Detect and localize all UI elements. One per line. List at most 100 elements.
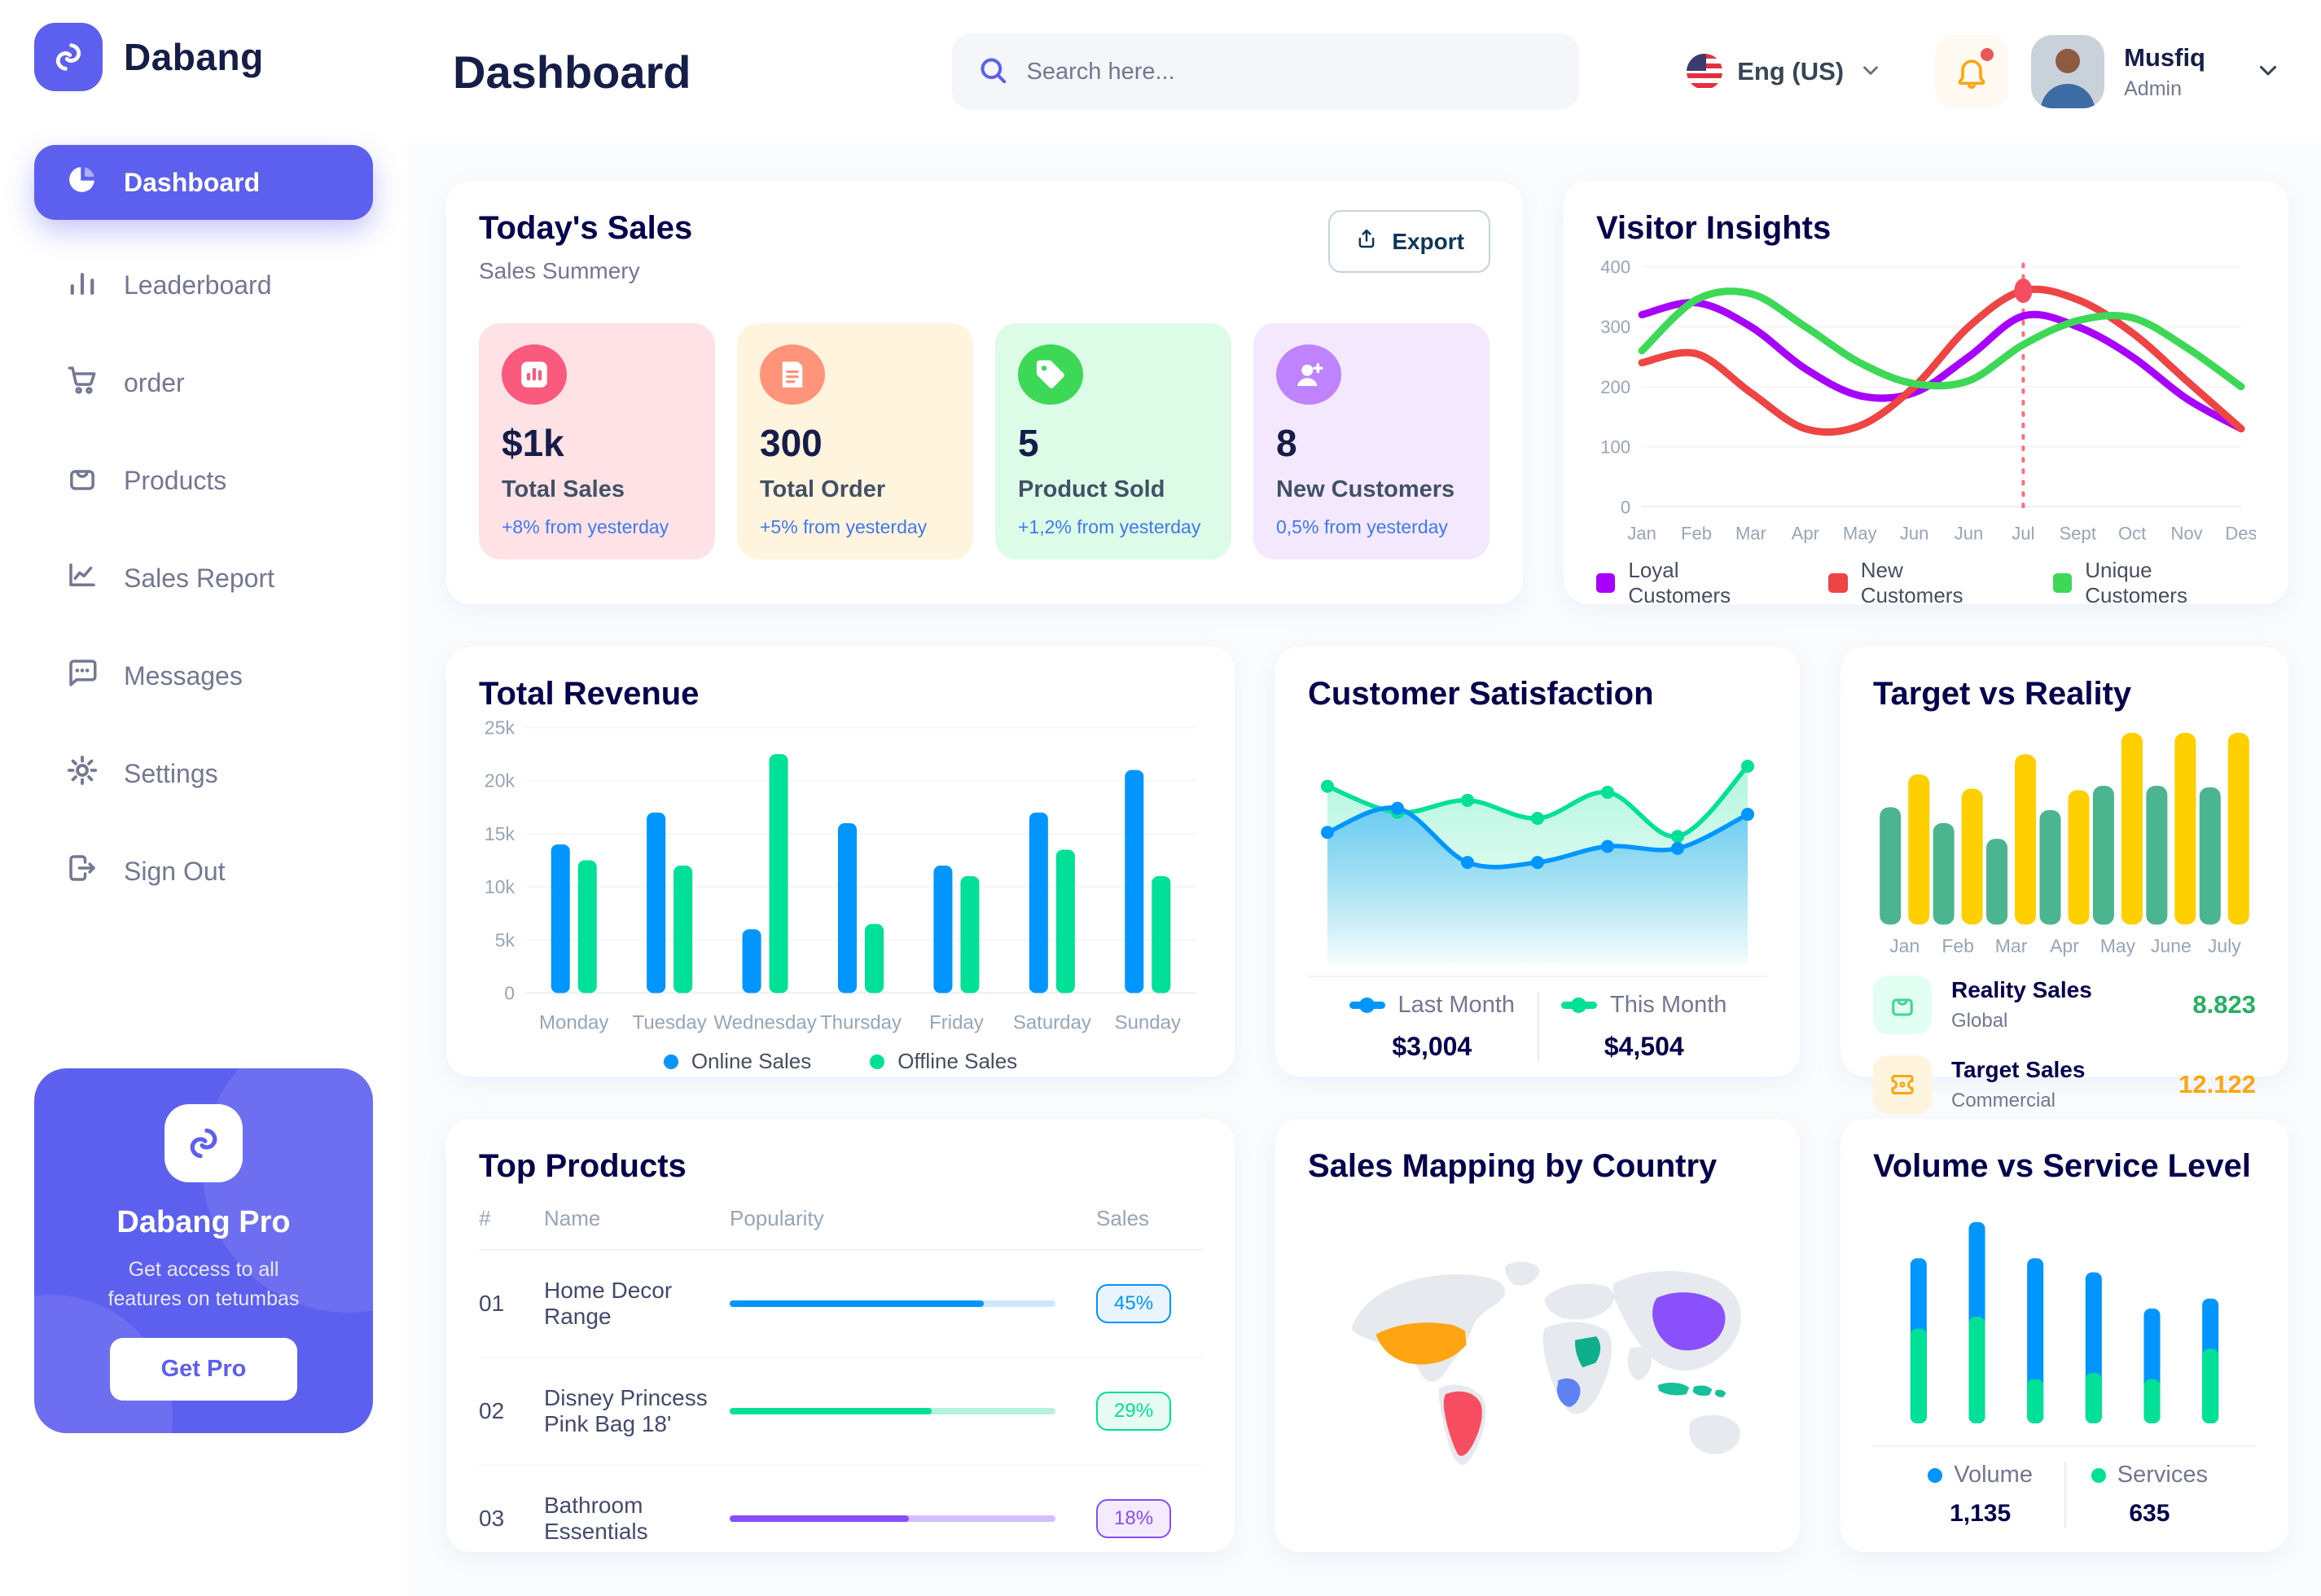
get-pro-button[interactable]: Get Pro: [110, 1338, 297, 1401]
legend-target-sales: Target Sales Commercial 12.122: [1873, 1055, 2256, 1114]
todays-sales-subtitle: Sales Summery: [479, 258, 640, 283]
svg-text:Nov: Nov: [2170, 523, 2202, 543]
chevron-down-icon: [2254, 56, 2282, 88]
sidebar-item-products[interactable]: Products: [34, 454, 373, 506]
svg-text:400: 400: [1600, 257, 1630, 278]
bell-icon: [1958, 59, 1985, 89]
svg-text:Jan: Jan: [1627, 523, 1656, 543]
popularity-bar: [730, 1300, 1055, 1307]
visitor-insights-title: Visitor Insights: [1596, 210, 1832, 246]
language-selector[interactable]: Eng (US): [1687, 54, 1883, 90]
profile-menu[interactable]: Musfiq Admin: [2031, 35, 2282, 108]
svg-text:25k: 25k: [485, 717, 516, 739]
popularity-bar: [730, 1408, 1055, 1414]
todays-sales-title: Today's Sales: [479, 210, 693, 246]
country-brazil[interactable]: [1443, 1391, 1482, 1456]
sales-badge: 18%: [1096, 1499, 1172, 1538]
page-title: Dashboard: [453, 46, 691, 98]
stat-label: New Customers: [1276, 476, 1455, 502]
sidebar-item-label: Messages: [124, 660, 243, 691]
svg-text:Sept: Sept: [2060, 523, 2096, 543]
bag-icon: [65, 460, 99, 501]
legend-value: $4,504: [1604, 1032, 1684, 1061]
table-row: 01 Home Decor Range 45%: [479, 1251, 1202, 1358]
sidebar-item-label: Dashboard: [124, 167, 261, 197]
world-map: [1308, 1185, 1767, 1523]
legend-sublabel: Global: [1951, 1010, 2008, 1032]
sidebar-item-messages[interactable]: Messages: [34, 650, 373, 702]
promo-card: Dabang Pro Get access to all features on…: [34, 1068, 373, 1433]
search-bar[interactable]: [951, 33, 1579, 110]
legend-reality-sales: Reality Sales Global 8.823: [1873, 976, 2256, 1034]
continent-australia: [1689, 1414, 1740, 1454]
brand: Dabang: [34, 23, 373, 91]
sidebar-item-label: Products: [124, 465, 227, 495]
volume-vs-service-card: Volume vs Service Level Volume 1,135 Ser…: [1841, 1119, 2288, 1552]
sidebar-item-leaderboard[interactable]: Leaderboard: [34, 259, 373, 311]
stat-label: Total Order: [760, 476, 886, 502]
sidebar-item-settings[interactable]: Settings: [34, 748, 373, 800]
table-row: 04 Apple Smartwatches 25%: [479, 1573, 1202, 1596]
svg-text:Friday: Friday: [929, 1012, 984, 1034]
svg-text:May: May: [2100, 936, 2136, 957]
export-icon: [1354, 226, 1379, 256]
svg-text:Sunday: Sunday: [1115, 1012, 1181, 1034]
svg-text:0: 0: [1621, 497, 1630, 517]
table-row: 03 Bathroom Essentials 18%: [479, 1466, 1202, 1573]
svg-text:200: 200: [1600, 377, 1630, 397]
user-plus-icon: [1276, 344, 1341, 405]
volume-vs-service-chart: [1873, 1185, 2256, 1440]
country-china[interactable]: [1652, 1292, 1726, 1351]
target-vs-reality-title: Target vs Reality: [1873, 676, 2132, 712]
promo-description: Get access to all features on tetumbas: [107, 1257, 300, 1310]
legend-label: Last Month: [1397, 992, 1516, 1018]
sales-badge: 29%: [1096, 1392, 1172, 1431]
country-indonesia[interactable]: [1657, 1382, 1726, 1397]
svg-text:Apr: Apr: [2050, 936, 2079, 957]
legend-sublabel: Commercial: [1951, 1090, 2056, 1112]
country-congo[interactable]: [1556, 1378, 1581, 1407]
user-name: Musfiq: [2124, 42, 2205, 72]
cell-name: Bathroom Essentials: [544, 1493, 648, 1544]
svg-text:300: 300: [1600, 317, 1630, 337]
export-button[interactable]: Export: [1328, 210, 1490, 273]
sidebar-item-order[interactable]: order: [34, 357, 373, 409]
legend-label: New Customers: [1860, 557, 1963, 607]
search-input[interactable]: [1026, 58, 1555, 86]
country-saudi[interactable]: [1575, 1336, 1601, 1368]
customer-satisfaction-title: Customer Satisfaction: [1308, 676, 1654, 712]
target-vs-reality-legend: Reality Sales Global 8.823 Target Sales …: [1873, 976, 2256, 1114]
col-sales: Sales: [1096, 1206, 1150, 1230]
chevron-down-icon: [1858, 58, 1883, 86]
sidebar-item-sign-out[interactable]: Sign Out: [34, 845, 373, 897]
svg-text:Saturday: Saturday: [1013, 1012, 1091, 1034]
user-role: Admin: [2124, 77, 2182, 100]
country-usa[interactable]: [1375, 1322, 1467, 1365]
legend-value: $3,004: [1392, 1032, 1472, 1061]
brand-name: Dabang: [124, 36, 264, 78]
col-number: #: [479, 1206, 491, 1230]
gear-icon: [65, 753, 99, 794]
bar-chart-icon: [65, 265, 99, 305]
sidebar-item-sales-report[interactable]: Sales Report: [34, 552, 373, 604]
notifications-button[interactable]: [1935, 35, 2009, 108]
legend-label: Online Sales: [691, 1049, 812, 1073]
legend-label: This Month: [1609, 992, 1727, 1018]
top-products-card: Top Products # Name Popularity Sales 01 …: [446, 1119, 1235, 1573]
sidebar-item-dashboard[interactable]: Dashboard: [34, 145, 373, 220]
total-revenue-title: Total Revenue: [479, 676, 700, 712]
total-revenue-legend: Online Sales Offline Sales: [479, 1049, 1202, 1074]
sidebar-item-label: Settings: [124, 758, 218, 788]
legend-label: Volume: [1954, 1462, 2033, 1488]
continent-europe: [1544, 1283, 1614, 1320]
svg-text:15k: 15k: [485, 823, 516, 844]
stat-new-customers: 8 New Customers 0,5% from yesterday: [1253, 323, 1490, 559]
customer-satisfaction-legend: Last Month $3,004 This Month $4,504: [1308, 992, 1767, 1062]
top-bar: Dashboard Eng (US) Musfiq Admin: [407, 0, 2321, 143]
continent-india: [1627, 1347, 1652, 1381]
svg-text:June: June: [2151, 936, 2192, 957]
legend-dot: [1928, 1467, 1943, 1483]
brand-logo-icon: [34, 23, 103, 91]
legend-dot: [2091, 1467, 2106, 1483]
total-revenue-card: Total Revenue 0 5k 10k 15k 20k 25k Monday Tuesd…: [446, 647, 1235, 1076]
